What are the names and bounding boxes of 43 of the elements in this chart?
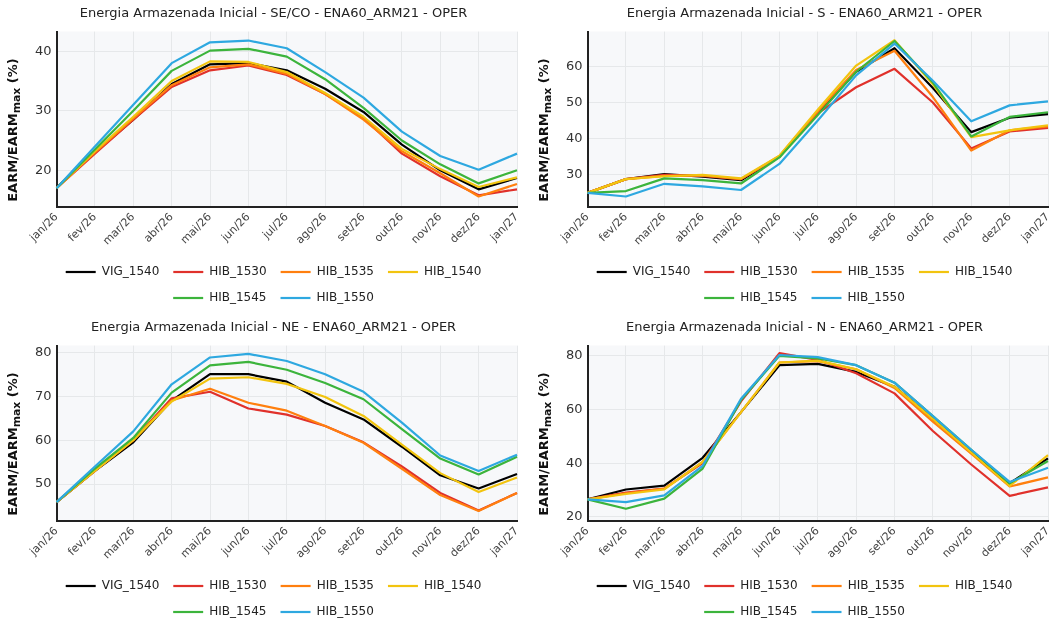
y-tick-label: 60 bbox=[35, 431, 52, 447]
legend-label: HIB_1535 bbox=[316, 578, 374, 593]
legend-label: HIB_1530 bbox=[209, 264, 267, 279]
legend-label: HIB_1540 bbox=[423, 264, 482, 279]
legend-label: HIB_1530 bbox=[740, 264, 798, 279]
legend-label: HIB_1550 bbox=[847, 290, 905, 305]
y-tick-label: 30 bbox=[566, 166, 583, 182]
legend-label: VIG_1540 bbox=[101, 264, 160, 279]
legend-label: HIB_1545 bbox=[740, 604, 798, 619]
y-tick-label: 50 bbox=[566, 93, 583, 109]
chart-title: Energia Armazenada Inicial - NE - ENA60_ARM21 - OPER bbox=[90, 319, 457, 335]
legend-label: HIB_1550 bbox=[316, 604, 374, 619]
legend-label: HIB_1545 bbox=[209, 290, 267, 305]
legend-label: HIB_1545 bbox=[740, 290, 798, 305]
y-tick-label: 60 bbox=[566, 400, 583, 416]
y-tick-label: 40 bbox=[566, 130, 583, 145]
y-tick-label: 70 bbox=[35, 387, 52, 403]
legend-label: VIG_1540 bbox=[632, 578, 691, 593]
legend-label: HIB_1540 bbox=[954, 264, 1013, 279]
y-tick-label: 80 bbox=[35, 343, 52, 359]
legend-label: VIG_1540 bbox=[632, 264, 691, 279]
legend-label: HIB_1550 bbox=[316, 290, 374, 305]
legend-label: HIB_1535 bbox=[847, 578, 905, 593]
legend-label: HIB_1530 bbox=[740, 578, 798, 593]
legend-label: HIB_1540 bbox=[423, 578, 482, 593]
legend-label: HIB_1545 bbox=[209, 604, 267, 619]
y-tick-label: 50 bbox=[35, 475, 52, 491]
y-tick-label: 40 bbox=[566, 454, 583, 470]
y-tick-label: 40 bbox=[35, 42, 52, 58]
legend-label: VIG_1540 bbox=[101, 578, 160, 593]
y-tick-label: 20 bbox=[566, 508, 583, 524]
legend-label: HIB_1530 bbox=[209, 578, 267, 593]
y-tick-label: 80 bbox=[566, 347, 583, 363]
chart-title: Energia Armazenada Inicial - SE/CO - ENA60_ARM21 - OPER bbox=[79, 5, 468, 21]
chart-title: Energia Armazenada Inicial - N - ENA60_ARM21 - OPER bbox=[625, 319, 984, 335]
y-tick-label: 30 bbox=[35, 102, 52, 118]
legend-label: HIB_1535 bbox=[847, 264, 905, 279]
y-tick-label: 60 bbox=[566, 57, 583, 73]
y-tick-label: 20 bbox=[35, 161, 52, 177]
chart-title: Energia Armazenada Inicial - S - ENA60_ARM21 - OPER bbox=[626, 5, 983, 21]
legend-label: HIB_1535 bbox=[316, 264, 374, 279]
legend-label: HIB_1540 bbox=[954, 578, 1013, 593]
legend-label: HIB_1550 bbox=[847, 604, 905, 619]
